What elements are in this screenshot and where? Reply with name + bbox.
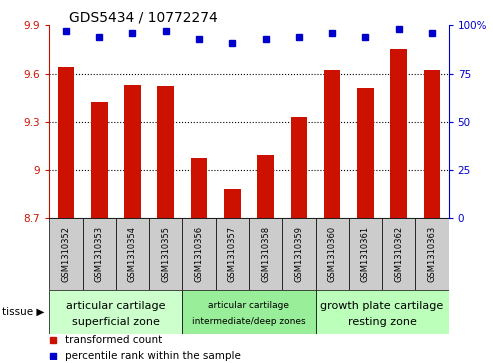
Bar <box>124 85 141 218</box>
Bar <box>423 70 440 218</box>
Text: GSM1310356: GSM1310356 <box>195 226 204 282</box>
Text: GSM1310363: GSM1310363 <box>427 226 436 282</box>
Text: articular cartilage: articular cartilage <box>209 301 289 310</box>
Text: resting zone: resting zone <box>348 317 417 327</box>
Text: GSM1310358: GSM1310358 <box>261 226 270 282</box>
Text: GSM1310360: GSM1310360 <box>328 226 337 282</box>
Text: GSM1310362: GSM1310362 <box>394 226 403 282</box>
Bar <box>116 218 149 290</box>
Bar <box>216 218 249 290</box>
Text: GDS5434 / 10772274: GDS5434 / 10772274 <box>69 10 218 24</box>
Bar <box>182 290 316 334</box>
Bar <box>224 189 241 218</box>
Text: GSM1310355: GSM1310355 <box>161 226 170 282</box>
Bar <box>349 218 382 290</box>
Bar <box>415 218 449 290</box>
Bar <box>282 218 316 290</box>
Text: GSM1310354: GSM1310354 <box>128 226 137 282</box>
Text: GSM1310353: GSM1310353 <box>95 226 104 282</box>
Bar <box>58 67 74 218</box>
Text: GSM1310361: GSM1310361 <box>361 226 370 282</box>
Bar <box>316 290 449 334</box>
Text: intermediate/deep zones: intermediate/deep zones <box>192 317 306 326</box>
Bar <box>191 159 208 218</box>
Text: GSM1310359: GSM1310359 <box>294 226 303 282</box>
Text: articular cartilage: articular cartilage <box>66 301 166 311</box>
Text: transformed count: transformed count <box>65 335 163 345</box>
Bar <box>91 102 107 218</box>
Bar <box>357 88 374 218</box>
Bar <box>257 155 274 218</box>
Bar <box>157 86 174 218</box>
Text: tissue ▶: tissue ▶ <box>2 307 44 317</box>
Text: GSM1310357: GSM1310357 <box>228 226 237 282</box>
Text: percentile rank within the sample: percentile rank within the sample <box>65 351 241 360</box>
Text: growth plate cartilage: growth plate cartilage <box>320 301 444 311</box>
Text: GSM1310352: GSM1310352 <box>62 226 70 282</box>
Bar <box>49 290 182 334</box>
Bar <box>83 218 116 290</box>
Bar <box>324 70 341 218</box>
Bar <box>49 218 83 290</box>
Text: superficial zone: superficial zone <box>72 317 160 327</box>
Bar <box>149 218 182 290</box>
Bar <box>316 218 349 290</box>
Bar <box>390 49 407 218</box>
Bar <box>182 218 216 290</box>
Bar <box>290 117 307 218</box>
Bar <box>382 218 415 290</box>
Bar <box>249 218 282 290</box>
